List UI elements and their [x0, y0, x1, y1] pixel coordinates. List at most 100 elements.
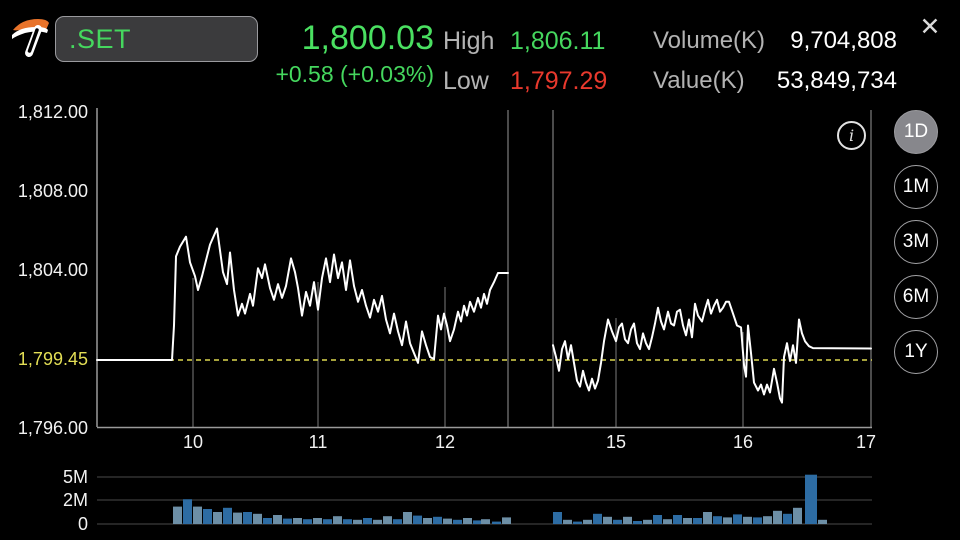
volume-bar — [263, 518, 272, 524]
volume-bar — [733, 514, 742, 524]
volume-bar — [643, 519, 652, 524]
top-bar: .SET 1,800.03 +0.58 (+0.03%) High 1,806.… — [0, 0, 960, 96]
close-icon: ✕ — [919, 13, 941, 41]
volume-bar — [393, 519, 402, 524]
volume-label: Volume(K) — [653, 27, 766, 54]
volume-bar — [313, 518, 322, 524]
x-axis-label: 17 — [855, 432, 877, 452]
range-buttons: 1D 1M 3M 6M 1Y — [894, 110, 941, 385]
x-axis-label: 10 — [182, 432, 204, 452]
volume-bar — [593, 513, 602, 524]
volume-bar — [583, 519, 592, 524]
last-price: 1,800.03 — [301, 19, 434, 57]
volume-bar — [363, 518, 372, 524]
prev-close-axis-label: 1,799.45 — [17, 349, 88, 369]
volume-bar — [793, 507, 802, 524]
y-axis-label: 1,812.00 — [17, 102, 88, 122]
volume-bar — [673, 515, 682, 524]
range-button-1d[interactable]: 1D — [894, 110, 938, 154]
range-button-1y[interactable]: 1Y — [894, 330, 938, 374]
volume-bar — [693, 518, 702, 524]
volume-bar — [223, 507, 232, 524]
volume-axis-label: 5M — [62, 467, 88, 487]
range-button-3m[interactable]: 3M — [894, 220, 938, 264]
volume-bar — [773, 510, 782, 524]
volume-bar — [323, 519, 332, 524]
volume-bar — [683, 518, 692, 524]
volume-bar — [743, 516, 752, 524]
volume-bar — [473, 520, 482, 524]
volume-bar — [633, 521, 642, 524]
volume-axis-label: 2M — [62, 490, 88, 510]
volume-bar — [273, 515, 282, 524]
volume-bar — [183, 499, 192, 524]
x-axis-label: 16 — [732, 432, 754, 452]
volume-bar — [613, 519, 622, 524]
volume-bar — [353, 519, 362, 524]
value-label: Value(K) — [653, 67, 745, 94]
y-axis-label: 1,804.00 — [17, 260, 88, 280]
volume-bar — [603, 516, 612, 524]
volume-bar — [373, 519, 382, 524]
volume-bar — [653, 515, 662, 524]
volume-bar — [243, 512, 252, 524]
low-label: Low — [443, 67, 489, 95]
volume-bar — [481, 519, 490, 524]
volume-bar — [193, 506, 202, 524]
volume-bar — [463, 518, 472, 524]
volume-bar — [333, 516, 342, 524]
volume-bar — [723, 517, 732, 524]
high-value: 1,806.11 — [510, 27, 606, 55]
range-button-6m[interactable]: 6M — [894, 275, 938, 319]
volume-bar — [553, 512, 562, 524]
symbol-value: .SET — [69, 23, 132, 54]
volume-bar — [293, 518, 302, 524]
trinity-logo-icon — [12, 19, 49, 57]
volume-bar — [253, 513, 262, 524]
volume-bar — [413, 515, 422, 524]
volume-bar — [283, 518, 292, 524]
volume-bar — [502, 517, 511, 524]
volume-bar — [563, 519, 572, 524]
volume-bar — [492, 521, 501, 524]
close-button[interactable]: ✕ — [913, 10, 947, 44]
low-value: 1,797.29 — [510, 67, 608, 95]
range-button-1m[interactable]: 1M — [894, 165, 938, 209]
volume-value: 9,704,808 — [790, 27, 897, 54]
volume-bar — [805, 474, 817, 524]
y-axis-label: 1,808.00 — [17, 181, 88, 201]
x-axis-label: 15 — [605, 432, 627, 452]
volume-bar — [423, 518, 432, 524]
volume-bar — [343, 519, 352, 524]
info-icon: i — [848, 126, 855, 145]
high-label: High — [443, 27, 495, 55]
volume-bar — [203, 509, 212, 524]
volume-bar — [573, 521, 582, 524]
volume-bar — [713, 516, 722, 524]
info-button[interactable]: i — [837, 121, 866, 150]
volume-bar — [213, 512, 222, 524]
y-axis-label: 1,796.00 — [17, 418, 88, 438]
price-column: 1,800.03 +0.58 (+0.03%) — [238, 17, 434, 90]
volume-bar — [753, 517, 762, 524]
price-change: +0.58 (+0.03%) — [275, 61, 434, 87]
volume-bar — [703, 512, 712, 524]
volume-bar — [818, 519, 827, 524]
x-axis-label: 12 — [434, 432, 456, 452]
volume-bar — [173, 506, 182, 524]
volume-bar — [303, 519, 312, 524]
volume-bar — [433, 516, 442, 524]
price-line — [96, 227, 509, 364]
volume-bar — [763, 516, 772, 524]
volume-bar — [443, 518, 452, 524]
symbol-search-box[interactable]: .SET — [55, 16, 258, 62]
volume-bar — [233, 512, 242, 524]
x-axis-label: 11 — [308, 432, 328, 452]
volume-bar — [403, 512, 412, 524]
price-line — [552, 298, 872, 404]
volume-bar — [383, 516, 392, 524]
volume-bar — [663, 519, 672, 524]
value-value: 53,849,734 — [776, 67, 897, 94]
volume-bar — [623, 516, 632, 524]
